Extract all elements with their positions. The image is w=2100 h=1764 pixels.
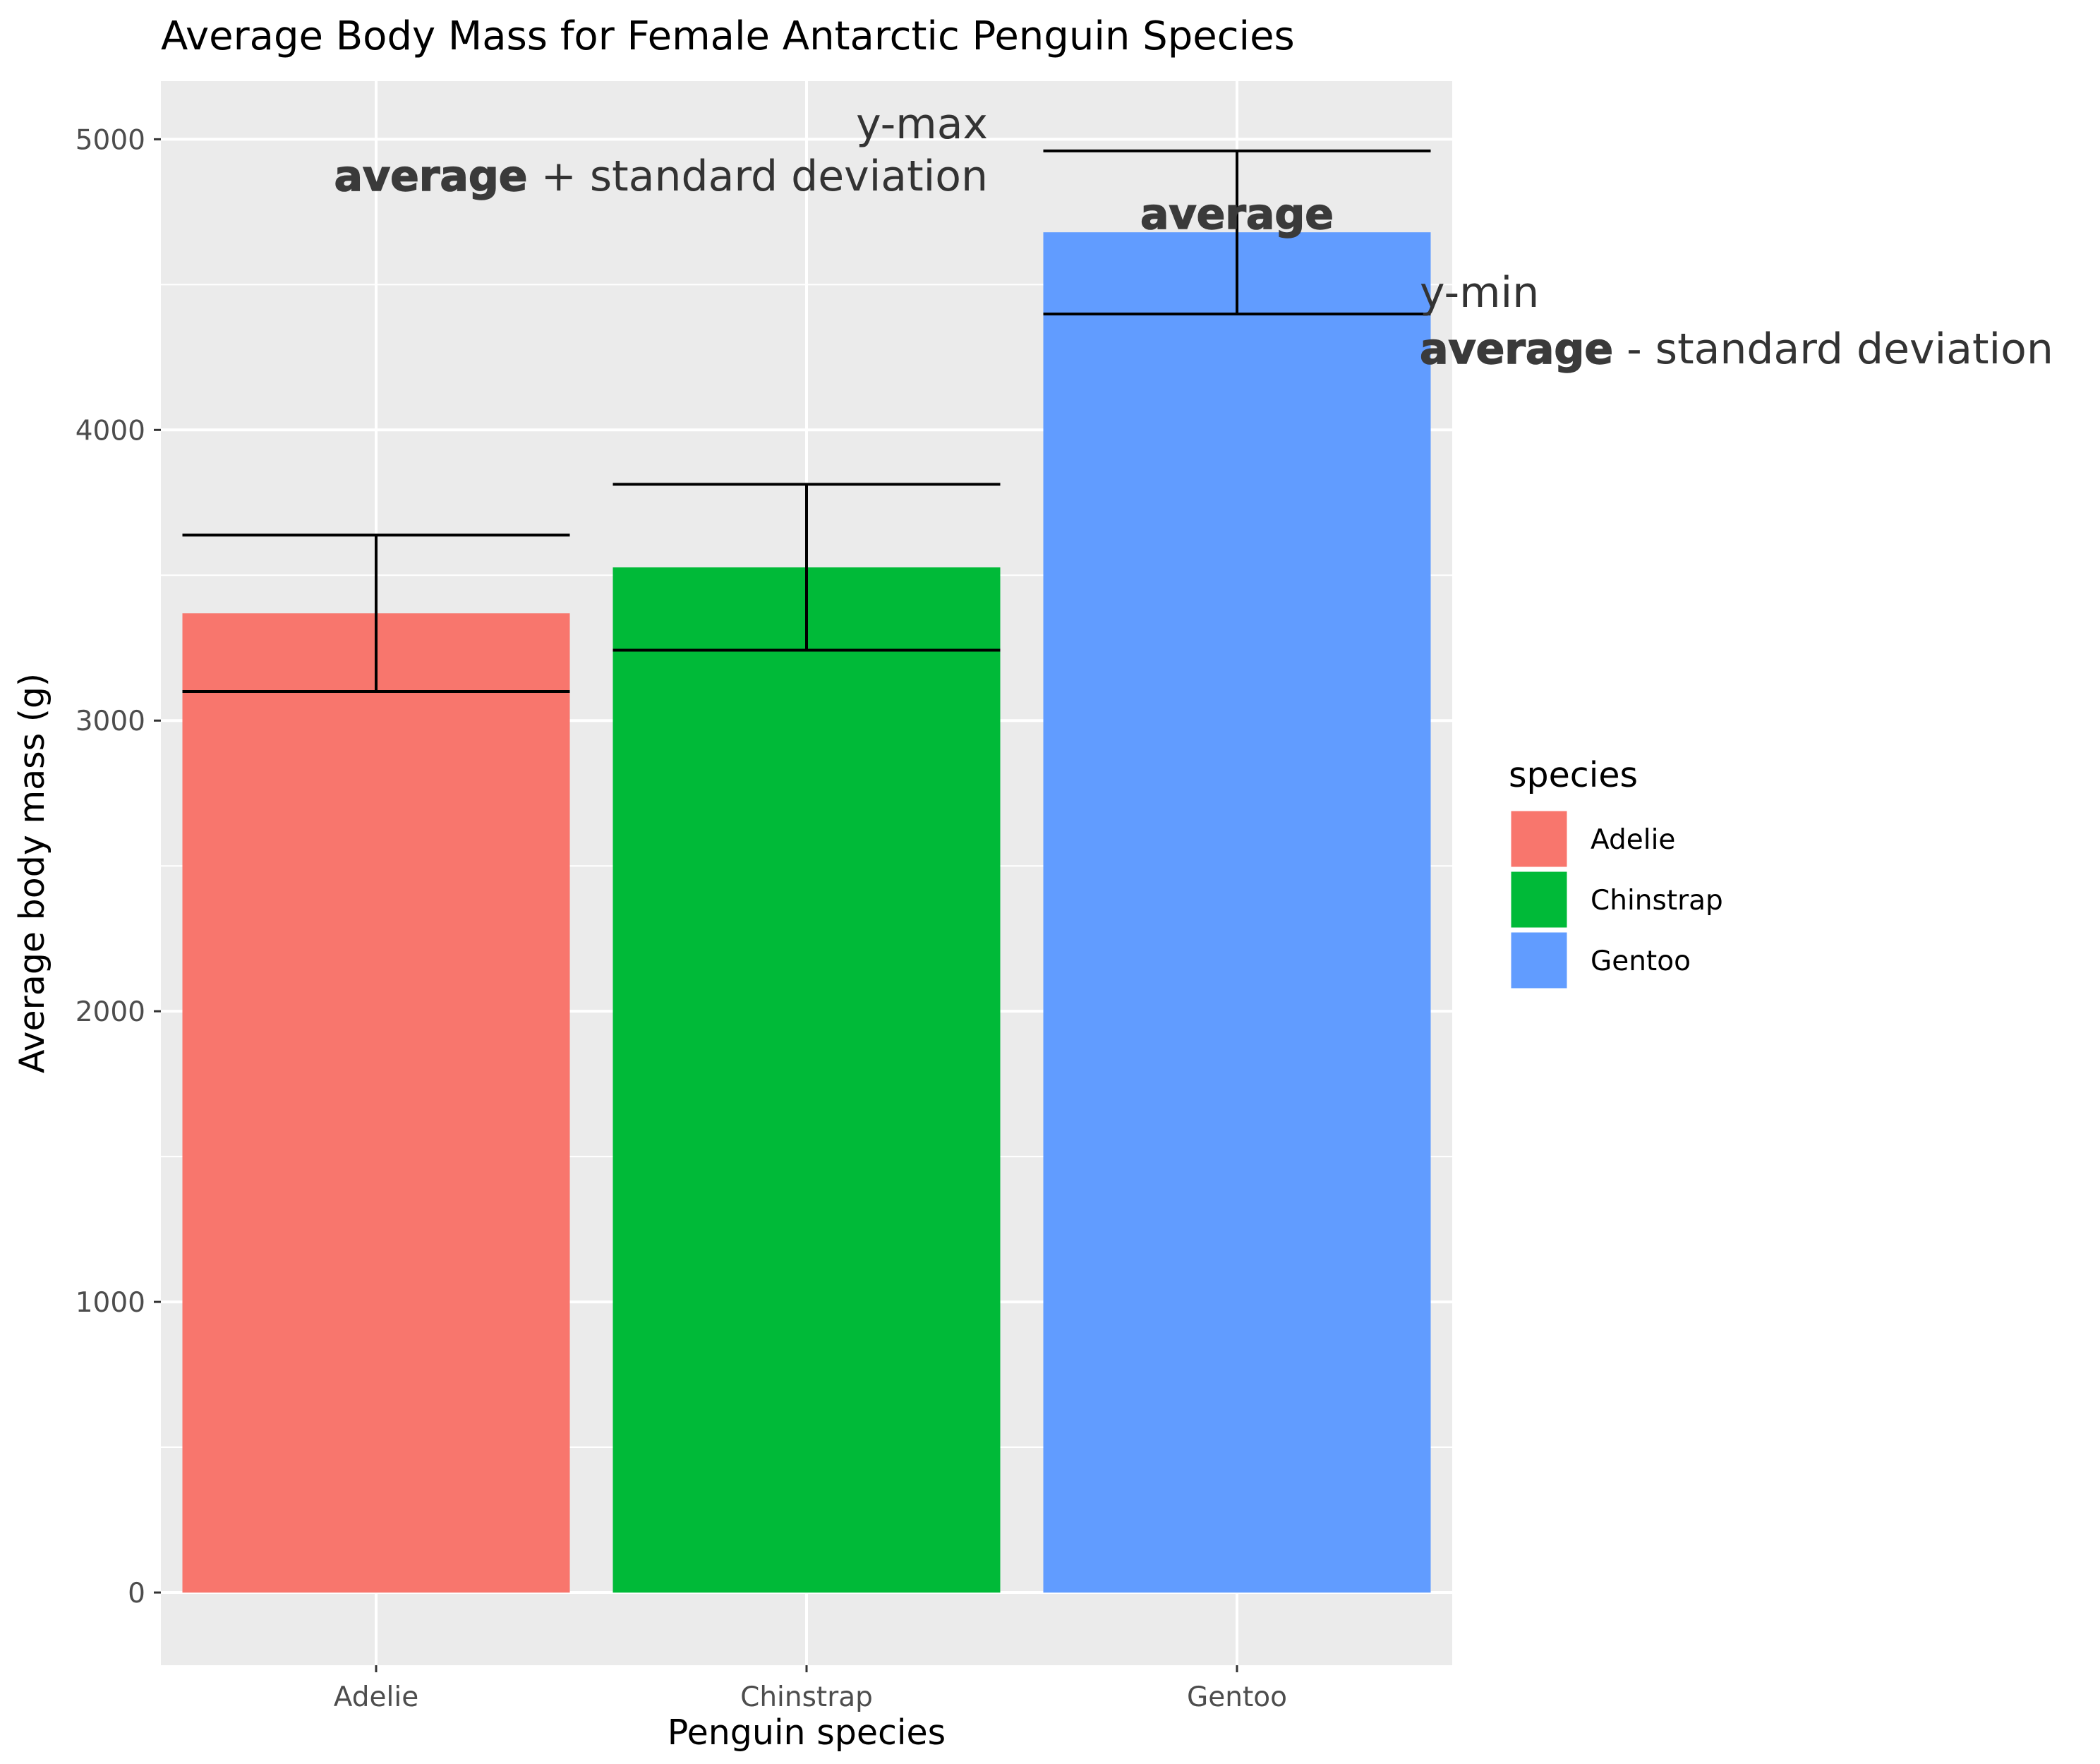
plot-panel: y-max average + standard deviation avera…	[161, 81, 2053, 1665]
annotation-ymin-formula: average - standard deviation	[1420, 325, 2053, 374]
annotation-ymin-title: y-min	[1420, 268, 1539, 318]
y-axis-title: Average body mass (g)	[12, 673, 52, 1073]
annotation-ymax-average: average	[334, 152, 527, 201]
legend-label-gentoo: Gentoo	[1591, 946, 1691, 977]
legend-label-chinstrap: Chinstrap	[1591, 885, 1723, 917]
x-axis: Adelie Chinstrap Gentoo	[334, 1665, 1287, 1713]
bar-adelie	[182, 613, 570, 1593]
y-tick-label: 3000	[76, 706, 145, 737]
annotations: y-max average + standard deviation avera…	[334, 99, 2053, 375]
y-tick-label: 4000	[76, 415, 145, 447]
error-bars	[182, 149, 1431, 694]
bar-gentoo	[1043, 232, 1431, 1593]
chart-title: Average Body Mass for Female Antarctic P…	[161, 13, 1295, 59]
bars	[182, 232, 1431, 1593]
x-tick-label: Adelie	[334, 1681, 418, 1713]
legend-label-adelie: Adelie	[1591, 824, 1675, 856]
x-tick-label: Chinstrap	[740, 1681, 873, 1713]
y-tick-label: 1000	[76, 1287, 145, 1319]
bar-chinstrap	[612, 567, 1001, 1593]
annotation-ymin-rest: - standard deviation	[1613, 325, 2053, 374]
y-tick-label: 0	[128, 1578, 145, 1609]
legend-swatch-adelie	[1509, 809, 1569, 869]
annotation-ymax-title: y-max	[856, 99, 988, 149]
error-bar-adelie	[182, 533, 570, 694]
x-axis-title: Penguin species	[668, 1712, 946, 1753]
y-axis: 0 1000 2000 3000 4000 5000	[76, 124, 161, 1609]
annotation-average: average	[1140, 190, 1334, 239]
error-bar-chinstrap	[612, 483, 1001, 652]
y-tick-label: 5000	[76, 124, 145, 156]
legend-swatch-chinstrap	[1509, 869, 1569, 930]
x-tick-label: Gentoo	[1187, 1681, 1287, 1713]
error-bar-gentoo	[1043, 149, 1431, 315]
y-tick-label: 2000	[76, 996, 145, 1028]
annotation-ymin-average: average	[1420, 325, 1613, 374]
annotation-ymax-formula: average + standard deviation	[334, 152, 988, 201]
legend: species Adelie Chinstrap Gentoo	[1509, 755, 1723, 991]
legend-title: species	[1509, 755, 1638, 795]
annotation-ymax-rest: + standard deviation	[528, 152, 989, 201]
legend-swatch-gentoo	[1509, 930, 1569, 991]
